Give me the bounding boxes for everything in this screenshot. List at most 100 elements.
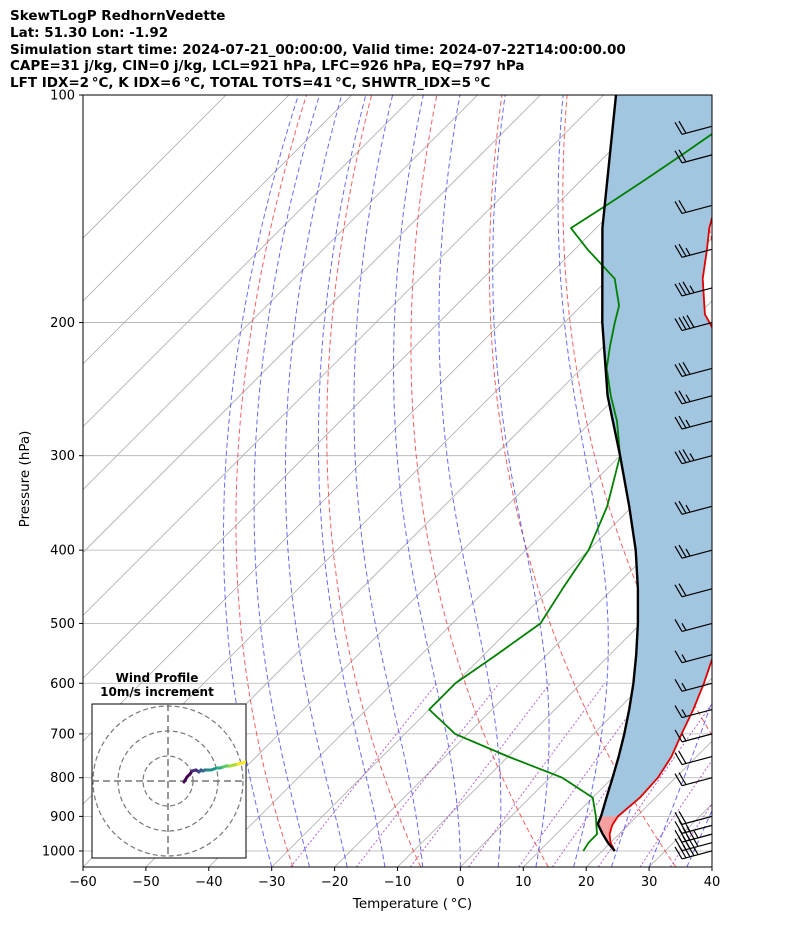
- barb-staff: [681, 824, 713, 834]
- wind-barb: [674, 314, 713, 332]
- barb-half-flag: [693, 830, 699, 839]
- barb-flag: [678, 149, 687, 163]
- barb-flag: [686, 314, 695, 328]
- y-tick-label: 600: [50, 677, 75, 692]
- header-indices-cape: CAPE=31 j/kg, CIN=0 j/kg, LCL=921 hPa, L…: [10, 58, 525, 75]
- wind-barb: [674, 619, 713, 632]
- barb-flag: [674, 245, 683, 258]
- y-axis-label: Pressure (hPa): [17, 431, 33, 528]
- barb-staff: [681, 248, 713, 258]
- y-tick-label: 500: [50, 617, 75, 632]
- barb-staff: [681, 505, 713, 515]
- isotherm-line: [83, 95, 478, 491]
- y-tick-label: 300: [50, 449, 75, 464]
- barb-staff: [681, 850, 713, 860]
- moist-adiabat: [284, 95, 348, 867]
- barb-flag: [678, 415, 687, 429]
- barb-staff: [681, 549, 713, 559]
- x-tick-label: 20: [578, 875, 595, 890]
- y-tick-label: 700: [50, 727, 75, 742]
- barb-staff: [681, 395, 713, 405]
- barb-flag: [674, 451, 683, 464]
- wind-barb: [674, 281, 713, 297]
- mixing-ratio-line: [639, 759, 712, 867]
- barb-flag: [674, 812, 683, 825]
- x-tick-label: −20: [321, 875, 348, 890]
- barb-half-flag: [685, 823, 691, 832]
- wind-barb: [674, 751, 713, 766]
- cape-shading: [597, 95, 712, 851]
- barb-flag: [674, 821, 683, 834]
- barb-flag: [678, 450, 687, 463]
- wind-barb: [674, 772, 713, 787]
- barb-staff: [681, 125, 713, 135]
- x-axis-label: Temperature ( °C): [352, 896, 472, 912]
- barb-flag: [674, 201, 683, 214]
- mixing-ratio-line: [468, 683, 606, 867]
- barb-half-flag: [681, 682, 687, 691]
- barb-flag: [674, 391, 683, 405]
- barb-flag: [674, 283, 683, 297]
- barb-flag: [678, 120, 687, 134]
- dry-adiabat: [410, 95, 549, 867]
- header-times: Simulation start time: 2024-07-21_00:00:…: [10, 41, 626, 58]
- isotherm-line: [145, 300, 712, 867]
- isotherm-line: [83, 95, 227, 239]
- barb-flag: [674, 838, 683, 851]
- y-tick-label: 1000: [42, 844, 75, 859]
- barb-flag: [678, 751, 687, 764]
- barb-flag: [674, 705, 683, 718]
- wind-barb: [674, 449, 713, 465]
- barb-flag: [682, 316, 691, 329]
- barb-staff: [681, 833, 713, 843]
- barb-staff: [681, 287, 713, 297]
- moist-adiabat: [648, 700, 712, 867]
- barb-flag: [682, 281, 691, 295]
- barb-staff: [681, 321, 713, 332]
- moist-adiabat: [686, 809, 712, 867]
- moist-adiabat: [438, 95, 502, 867]
- barb-flag: [674, 364, 683, 377]
- isotherm-line: [83, 95, 541, 554]
- barb-flag: [674, 416, 683, 430]
- y-tick-label: 200: [50, 316, 75, 331]
- moist-adiabat: [392, 95, 461, 867]
- barb-flag: [674, 150, 683, 164]
- barb-half-flag: [681, 654, 687, 662]
- wind-barb: [674, 200, 713, 215]
- barb-staff: [681, 654, 713, 664]
- moist-adiabat: [253, 95, 320, 867]
- barb-flag: [678, 544, 687, 558]
- y-tick-label: 400: [50, 544, 75, 559]
- barb-flag: [678, 200, 687, 213]
- barb-flag: [674, 773, 683, 787]
- barb-staff: [681, 708, 713, 719]
- moist-adiabat: [317, 95, 386, 867]
- dry-adiabat: [235, 95, 307, 867]
- wind-barb: [674, 390, 713, 405]
- wind-barb: [674, 544, 713, 559]
- barb-staff: [681, 367, 713, 378]
- inset-title: Wind Profile: [116, 671, 199, 685]
- barb-half-flag: [693, 847, 699, 855]
- barb-half-flag: [681, 733, 687, 742]
- dry-adiabat: [326, 95, 422, 867]
- isotherm-line: [208, 363, 712, 867]
- barb-flag: [678, 282, 687, 296]
- isotherm-line: [711, 866, 712, 867]
- moist-adiabat: [223, 95, 299, 867]
- y-tick-label: 100: [50, 89, 75, 104]
- barb-flag: [674, 584, 683, 598]
- barb-flag: [678, 810, 687, 824]
- moist-adiabat: [557, 95, 609, 867]
- barb-half-flag: [685, 504, 691, 513]
- barb-staff: [681, 588, 713, 598]
- isotherm-line: [83, 95, 353, 365]
- barb-staff: [681, 815, 713, 825]
- isotherm-line: [83, 111, 712, 742]
- barb-staff: [681, 154, 713, 164]
- inset-subtitle: 10m/s increment: [100, 685, 214, 699]
- barb-half-flag: [685, 394, 691, 402]
- barb-half-flag: [685, 419, 691, 428]
